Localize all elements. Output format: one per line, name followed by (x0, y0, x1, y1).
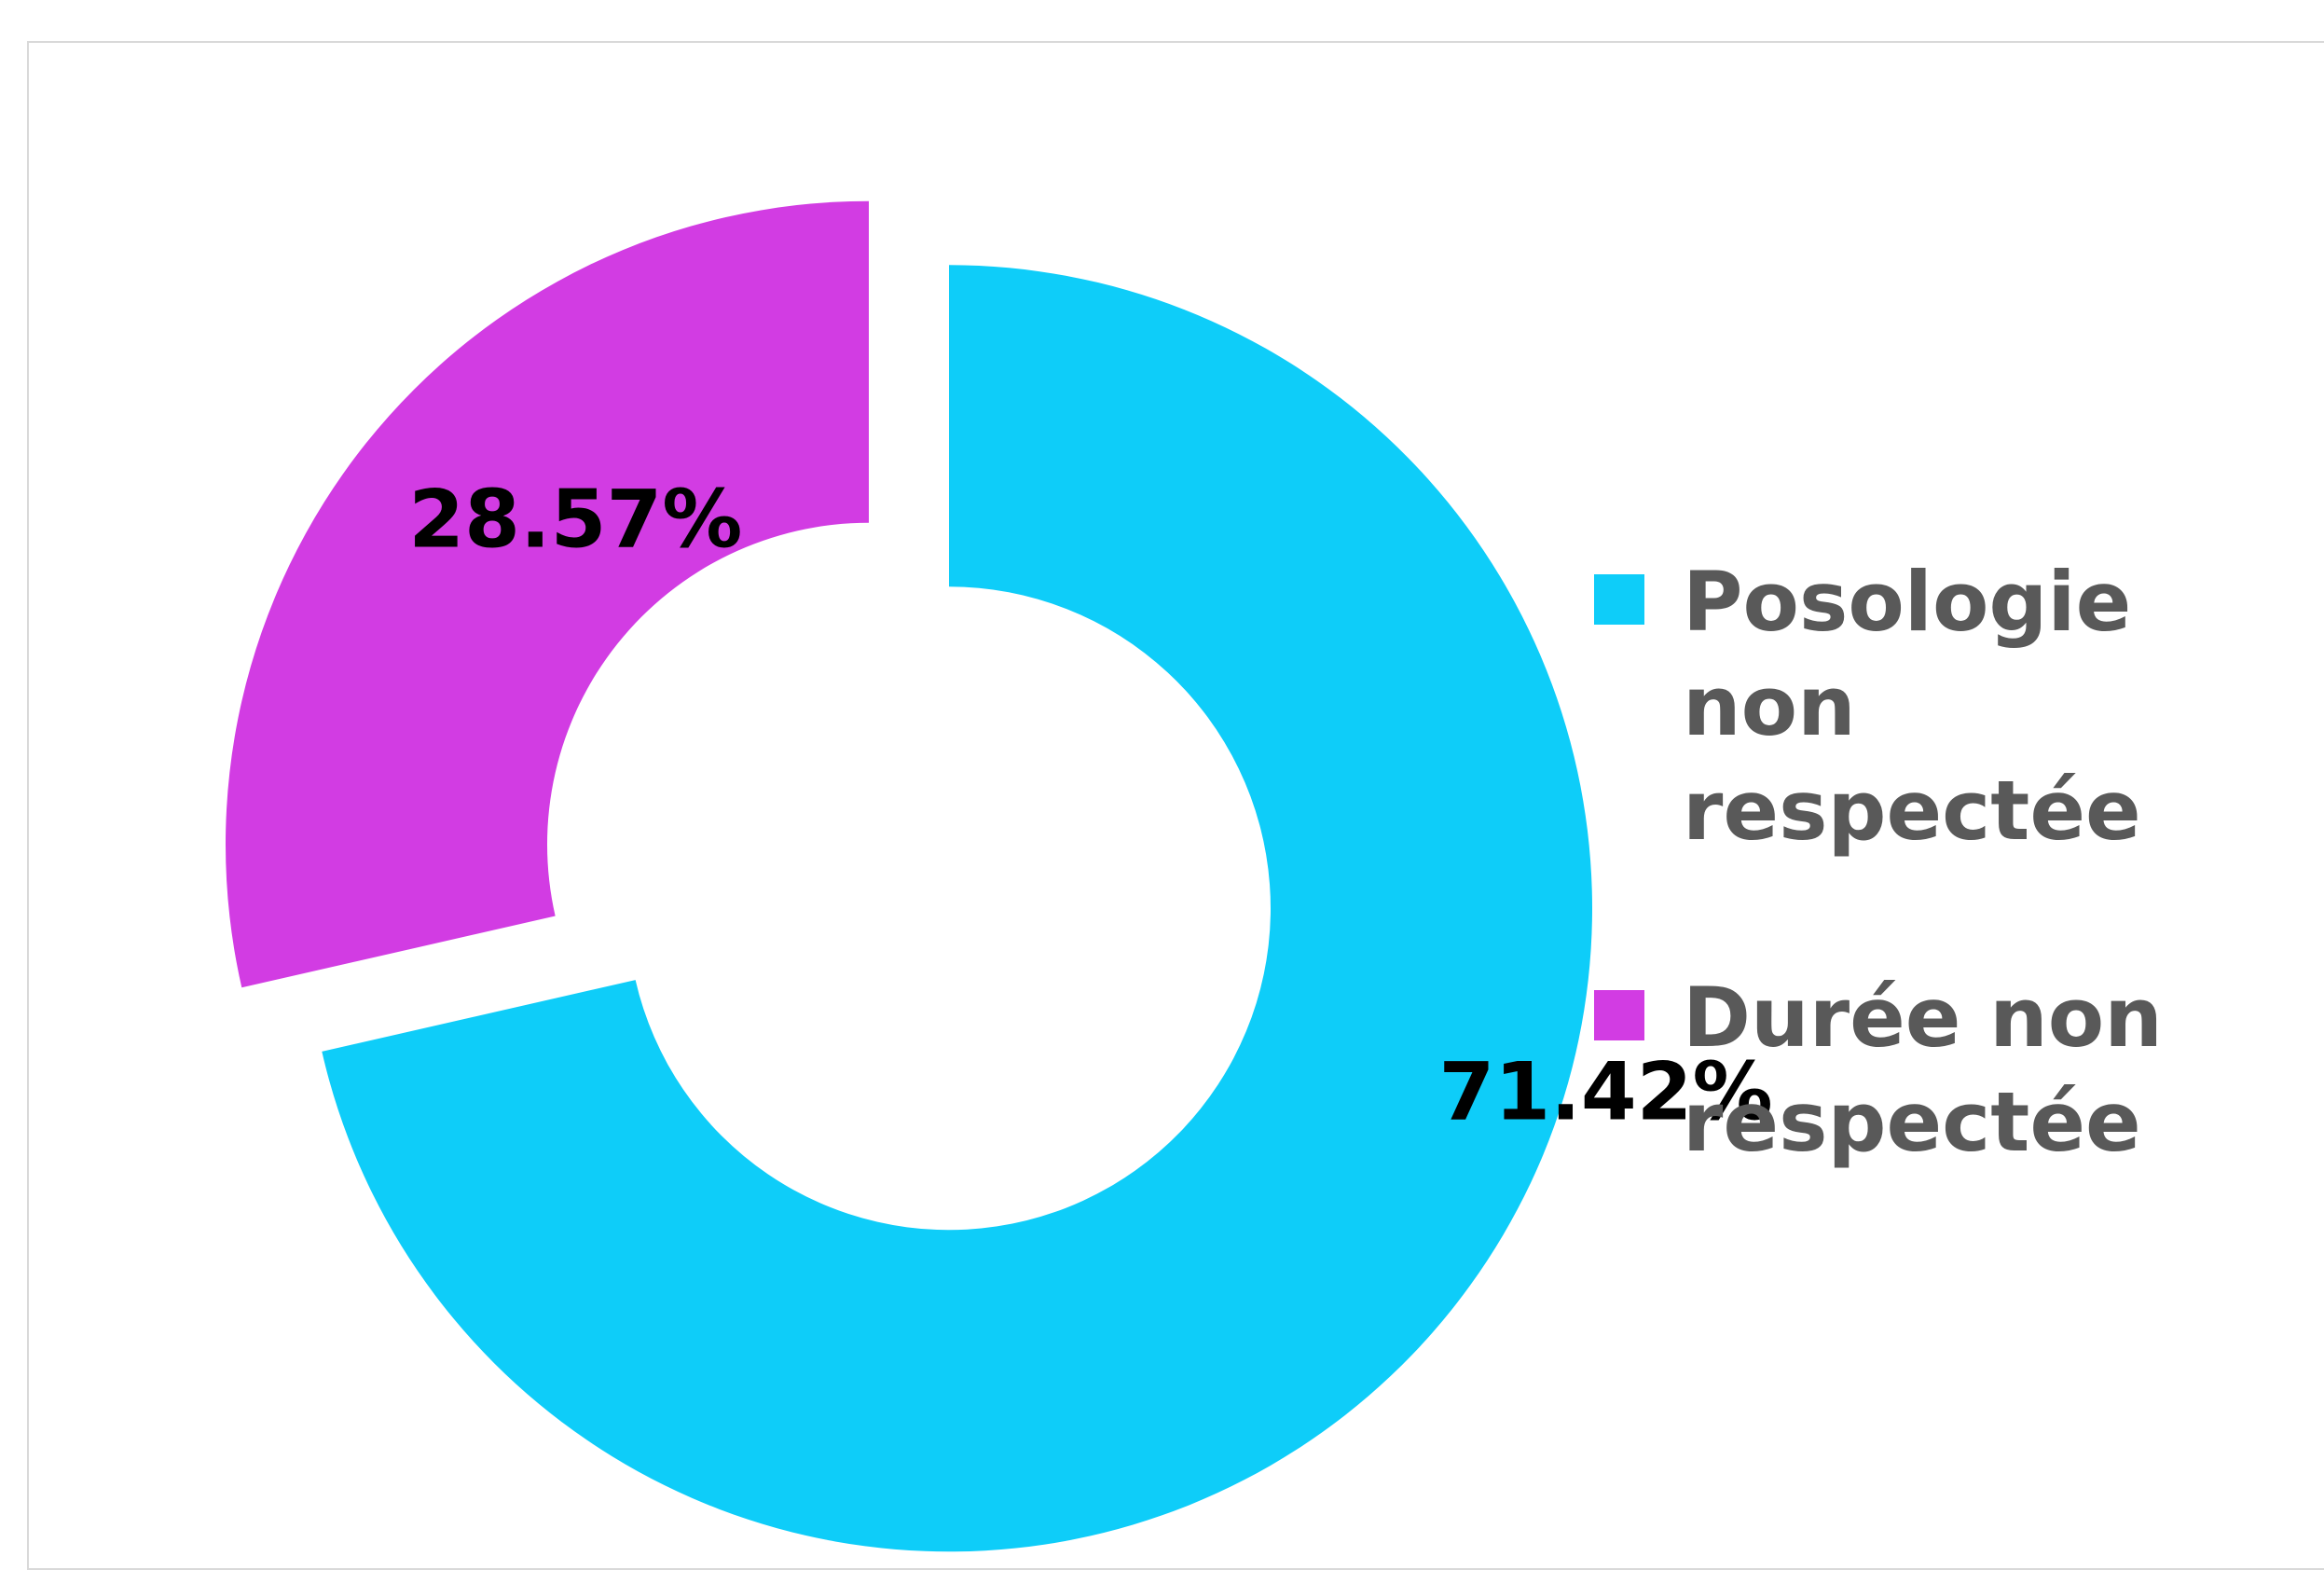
data-labels: 71.42% 28.57% (408, 473, 1772, 1138)
slice-duree (225, 200, 869, 988)
slice-posologie (322, 265, 1593, 1552)
legend-item-posologie: Posologie non respectée (1594, 550, 2303, 863)
legend-item-duree: Durée non respectée (1594, 966, 2303, 1175)
data-label-posologie: 71.42% (1439, 1045, 1773, 1138)
legend-swatch-duree (1594, 990, 1644, 1040)
legend: Posologie non respectée Durée non respec… (1594, 550, 2303, 1277)
legend-swatch-posologie (1594, 574, 1644, 625)
legend-label-posologie: Posologie non respectée (1683, 554, 2141, 859)
data-label-duree: 28.57% (408, 473, 742, 566)
legend-label-duree: Durée non respectée (1683, 970, 2163, 1170)
donut-slices (225, 200, 1593, 1552)
